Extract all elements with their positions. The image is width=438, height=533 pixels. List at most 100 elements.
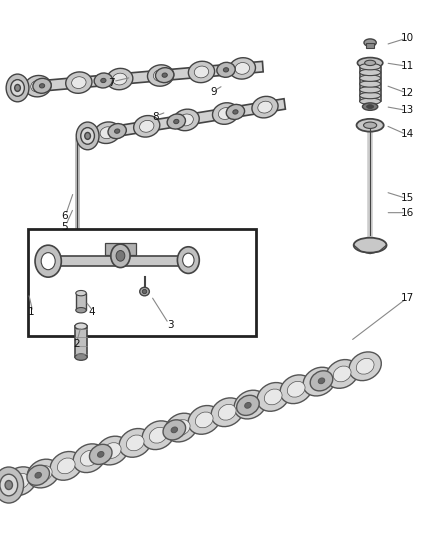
Ellipse shape <box>140 120 154 132</box>
Ellipse shape <box>362 103 378 110</box>
Ellipse shape <box>11 473 29 489</box>
Ellipse shape <box>303 367 336 396</box>
Ellipse shape <box>217 62 235 77</box>
Ellipse shape <box>194 66 208 78</box>
Ellipse shape <box>66 72 92 93</box>
Ellipse shape <box>142 421 174 450</box>
Ellipse shape <box>310 371 333 391</box>
Ellipse shape <box>219 405 236 420</box>
Circle shape <box>14 84 20 92</box>
Ellipse shape <box>257 383 290 411</box>
Bar <box>76 293 86 310</box>
Circle shape <box>0 467 24 503</box>
Ellipse shape <box>76 290 86 296</box>
Bar <box>366 43 374 48</box>
Text: 16: 16 <box>401 208 414 217</box>
Ellipse shape <box>127 435 144 451</box>
Ellipse shape <box>333 366 351 382</box>
Ellipse shape <box>360 63 381 70</box>
Ellipse shape <box>148 65 174 86</box>
Ellipse shape <box>367 104 374 108</box>
Ellipse shape <box>265 389 282 405</box>
Ellipse shape <box>134 116 160 137</box>
Text: 17: 17 <box>401 294 414 303</box>
Circle shape <box>41 253 55 270</box>
Ellipse shape <box>364 39 376 46</box>
Ellipse shape <box>179 114 193 126</box>
Ellipse shape <box>252 96 278 118</box>
Ellipse shape <box>98 451 104 457</box>
Ellipse shape <box>229 58 255 79</box>
Circle shape <box>5 481 12 489</box>
Circle shape <box>11 79 25 96</box>
Ellipse shape <box>96 436 128 465</box>
Ellipse shape <box>149 427 167 443</box>
Text: 14: 14 <box>401 130 414 139</box>
Circle shape <box>76 122 99 150</box>
Circle shape <box>85 133 90 140</box>
Ellipse shape <box>173 419 190 435</box>
Ellipse shape <box>311 374 328 390</box>
Ellipse shape <box>287 381 305 397</box>
Ellipse shape <box>103 442 121 458</box>
Polygon shape <box>105 243 136 255</box>
Bar <box>28 229 256 336</box>
Circle shape <box>81 127 95 144</box>
Ellipse shape <box>72 77 86 88</box>
Text: 12: 12 <box>401 88 414 98</box>
Text: 11: 11 <box>401 61 414 71</box>
Ellipse shape <box>75 323 87 329</box>
Polygon shape <box>17 61 263 93</box>
Ellipse shape <box>188 61 215 83</box>
Ellipse shape <box>57 458 75 474</box>
Text: 5: 5 <box>61 222 68 231</box>
Ellipse shape <box>173 109 199 131</box>
Ellipse shape <box>35 466 52 481</box>
Ellipse shape <box>357 358 374 374</box>
Ellipse shape <box>89 445 112 464</box>
Ellipse shape <box>258 101 272 113</box>
Circle shape <box>177 247 199 273</box>
Circle shape <box>0 474 18 496</box>
Text: 2: 2 <box>73 339 80 349</box>
Ellipse shape <box>115 129 120 133</box>
Ellipse shape <box>4 467 36 496</box>
Ellipse shape <box>142 289 147 294</box>
Ellipse shape <box>360 92 381 99</box>
Ellipse shape <box>280 375 312 403</box>
Ellipse shape <box>360 98 381 104</box>
Ellipse shape <box>153 70 168 82</box>
Ellipse shape <box>75 354 87 360</box>
Ellipse shape <box>119 429 152 457</box>
Ellipse shape <box>245 402 251 408</box>
Ellipse shape <box>106 68 133 90</box>
Text: 9: 9 <box>210 87 217 96</box>
Ellipse shape <box>235 62 250 74</box>
Circle shape <box>116 251 125 261</box>
Ellipse shape <box>50 451 82 480</box>
Text: 6: 6 <box>61 211 68 221</box>
Ellipse shape <box>212 103 239 124</box>
Ellipse shape <box>108 124 126 139</box>
Ellipse shape <box>357 119 384 132</box>
Ellipse shape <box>360 75 381 82</box>
Ellipse shape <box>360 80 381 87</box>
Polygon shape <box>7 356 378 492</box>
Ellipse shape <box>237 395 259 415</box>
Ellipse shape <box>226 104 244 119</box>
Ellipse shape <box>73 444 106 473</box>
Polygon shape <box>39 256 197 266</box>
Ellipse shape <box>188 406 220 434</box>
Ellipse shape <box>35 472 42 478</box>
Ellipse shape <box>360 86 381 93</box>
Ellipse shape <box>27 465 49 485</box>
Text: 15: 15 <box>401 193 414 203</box>
Text: 8: 8 <box>152 112 159 122</box>
Ellipse shape <box>171 427 177 433</box>
Ellipse shape <box>364 60 376 66</box>
Text: 4: 4 <box>88 307 95 317</box>
Ellipse shape <box>211 398 244 426</box>
Ellipse shape <box>27 459 60 488</box>
Circle shape <box>183 253 194 267</box>
Ellipse shape <box>318 378 325 384</box>
